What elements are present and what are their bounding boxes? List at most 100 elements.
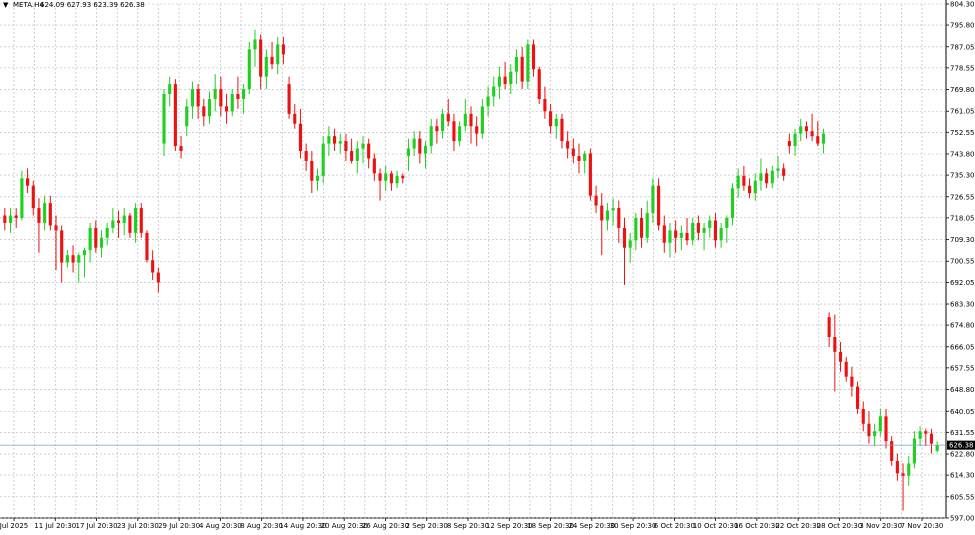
candle xyxy=(310,151,314,194)
candle-body xyxy=(418,138,422,154)
candle-body xyxy=(99,237,104,248)
candle-body xyxy=(583,153,587,161)
candle-body xyxy=(782,168,786,176)
candle xyxy=(668,222,672,258)
candle xyxy=(111,208,115,233)
candle-body xyxy=(537,69,541,99)
time-tick-label: 23 Jul 20:30 xyxy=(117,522,159,530)
candle xyxy=(583,151,587,174)
candle xyxy=(509,64,513,95)
candle xyxy=(139,203,143,238)
candle-body xyxy=(645,213,649,238)
candle-body xyxy=(122,215,126,223)
candle xyxy=(236,76,240,109)
candle-body xyxy=(622,227,627,248)
time-tick-label: 18 Sep 20:30 xyxy=(527,522,574,530)
candle-body xyxy=(82,250,86,256)
price-tick-label: 657.55 xyxy=(950,364,975,372)
candle-body xyxy=(276,44,280,65)
candle xyxy=(492,76,496,107)
time-axis[interactable]: Jul 2025 11 Jul 20:30 17 Jul 20:30 23 Jul 2… xyxy=(0,518,943,530)
candle-body xyxy=(526,44,530,82)
candle xyxy=(907,456,911,486)
candle-body xyxy=(810,131,814,137)
candle-body xyxy=(281,44,285,55)
candle-body xyxy=(304,151,308,161)
candle xyxy=(486,86,490,117)
candle xyxy=(702,222,706,251)
candle xyxy=(389,170,393,191)
candle-body xyxy=(247,49,251,90)
candle xyxy=(480,98,484,139)
candle-body xyxy=(321,143,325,176)
price-axis[interactable]: 804.30 795.80 787.05 778.55 769.80 761.05 752.… xyxy=(946,1,975,523)
candle-body xyxy=(71,255,75,263)
candle xyxy=(435,118,439,144)
candle xyxy=(634,213,638,251)
candle xyxy=(71,245,75,273)
symbol-dropdown-icon[interactable]: ▼ xyxy=(3,1,9,9)
candle-body xyxy=(577,155,581,161)
candle xyxy=(617,200,621,243)
time-tick-label: 20 Aug 20:30 xyxy=(321,522,368,530)
candle-body xyxy=(924,431,928,434)
candle-body xyxy=(8,215,13,223)
candle xyxy=(861,401,865,432)
candle xyxy=(918,426,922,447)
grid xyxy=(0,0,947,519)
price-tick-label: 752.55 xyxy=(950,129,975,137)
candle xyxy=(207,91,212,124)
candle xyxy=(878,408,882,437)
candle xyxy=(213,74,217,112)
candle xyxy=(259,34,263,90)
candle-body xyxy=(486,96,490,107)
candle xyxy=(287,76,291,119)
candle-body xyxy=(901,473,905,476)
price-tick-label: 597.00 xyxy=(950,515,975,523)
candle-body xyxy=(31,185,35,209)
candle xyxy=(571,138,575,164)
candle xyxy=(54,215,58,271)
candle xyxy=(219,76,223,117)
candle-body xyxy=(759,173,763,181)
candle xyxy=(350,138,354,164)
candle xyxy=(679,225,683,251)
candle xyxy=(594,185,598,214)
candle-body xyxy=(531,44,536,70)
candle-body xyxy=(224,106,229,112)
candle-body xyxy=(514,56,519,72)
candle xyxy=(759,158,763,191)
candle xyxy=(600,193,604,256)
candle xyxy=(264,49,268,90)
candle xyxy=(793,128,797,156)
time-tick-label: 29 Jul 20:30 xyxy=(158,522,200,530)
candle-body xyxy=(566,141,570,149)
candle-body xyxy=(543,98,547,112)
candle xyxy=(912,431,916,469)
price-tick-label: 614.30 xyxy=(950,472,975,480)
price-tick-label: 640.05 xyxy=(950,408,975,416)
candle xyxy=(520,46,524,90)
candle xyxy=(605,203,609,231)
candle xyxy=(270,41,274,70)
candle-body xyxy=(54,225,58,231)
time-tick-label: 10 Oct 20:30 xyxy=(693,522,739,530)
candle xyxy=(753,173,757,201)
candle-body xyxy=(287,84,291,114)
candle-body xyxy=(105,227,109,238)
candle-body xyxy=(509,71,513,85)
candle xyxy=(622,217,627,285)
candle xyxy=(253,29,257,67)
price-tick-label: 666.05 xyxy=(950,343,975,351)
candle-body xyxy=(88,227,92,251)
candle xyxy=(696,215,700,241)
candle xyxy=(730,183,735,226)
candle-body xyxy=(691,222,695,241)
candle-body xyxy=(651,185,655,214)
chart-header: ▼ META.H4 624.09 627.93 623.39 626.38 xyxy=(3,1,145,9)
candle-body xyxy=(412,138,416,149)
candle xyxy=(804,121,808,139)
candle-body xyxy=(850,376,854,387)
